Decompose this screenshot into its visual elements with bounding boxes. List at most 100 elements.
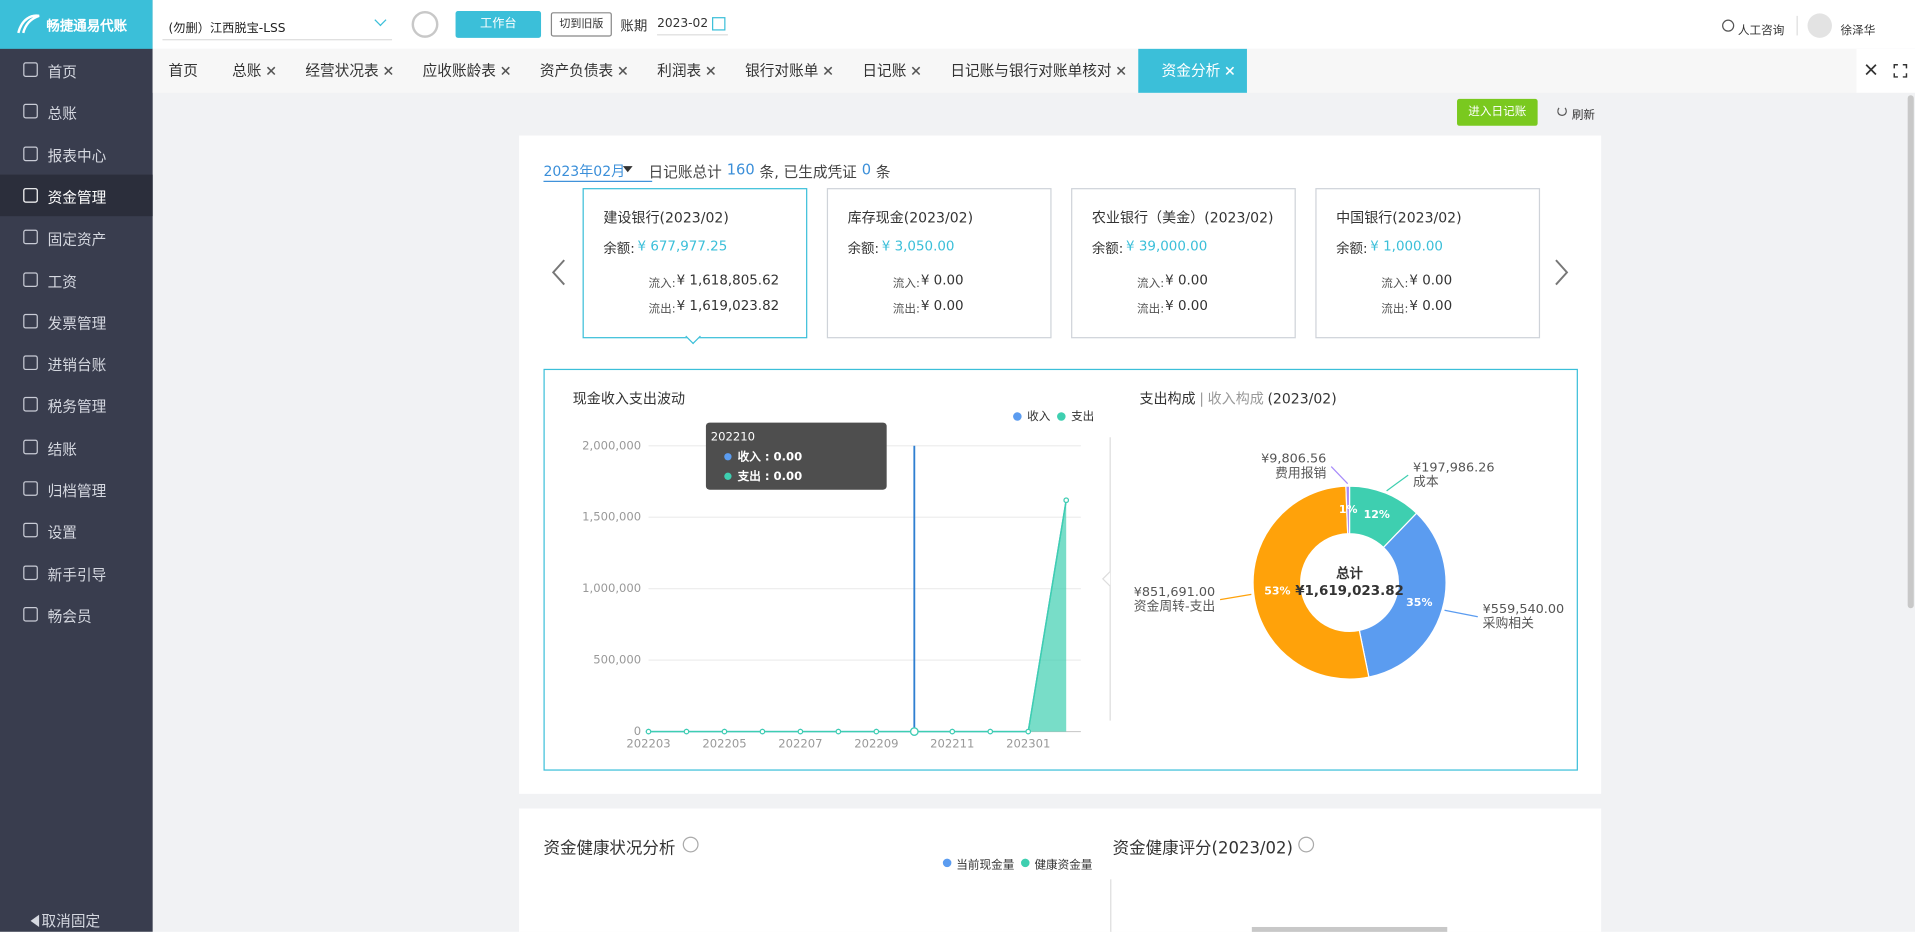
footer-arrow — [30, 914, 40, 927]
sidebar-icon — [23, 606, 38, 622]
period-value[interactable]: 2023-02 — [657, 17, 728, 36]
legend-dot — [1021, 858, 1030, 868]
account-card[interactable]: 农业银行（美金）(2023/02) 余额: ¥ 39,000.00 流入: ¥ 0.00… — [1071, 188, 1296, 339]
account-card[interactable]: 中国银行(2023/02) 余额: ¥ 1,000.00 流入: ¥ 0.00 流出: ¥ … — [1315, 188, 1541, 339]
tab-close[interactable] — [501, 66, 511, 76]
support-icon — [1722, 19, 1735, 32]
tab[interactable]: 经营状况表 — [288, 49, 405, 93]
inflow-value: ¥ 0.00 — [1165, 272, 1208, 289]
tab-label: 首页 — [168, 62, 198, 80]
tab-label: 银行对账单 — [745, 62, 819, 80]
outflow-label: 流出: — [1381, 302, 1409, 317]
sidebar-label: 结账 — [47, 440, 77, 458]
month-select[interactable]: 2023年02月 — [543, 161, 653, 182]
tab-close[interactable] — [1116, 66, 1126, 76]
sidebar-item[interactable]: 总账 — [0, 91, 153, 133]
inflow-value: ¥ 1,618,805.62 — [676, 272, 780, 289]
enter-journal-button[interactable]: 进入日记账 — [1457, 98, 1538, 126]
sidebar-item[interactable]: 资金管理 — [0, 174, 153, 217]
sidebar-label: 设置 — [47, 524, 77, 542]
sidebar-label: 资金管理 — [47, 189, 107, 207]
round-icon — [411, 10, 439, 38]
tab-close[interactable] — [1225, 66, 1235, 76]
sidebar-label: 进销台账 — [47, 356, 107, 374]
carousel-arrows[interactable] — [537, 244, 1587, 354]
tab-label: 资金分析 — [1161, 62, 1221, 80]
sidebar-item[interactable]: 新手引导 — [0, 552, 153, 594]
outflow-value: ¥ 0.00 — [1409, 297, 1453, 314]
sidebar-label: 首页 — [47, 63, 77, 81]
tab-close[interactable] — [266, 66, 276, 76]
balance-label: 余额: — [847, 240, 879, 257]
tab[interactable]: 资金分析 — [1138, 48, 1248, 93]
sidebar-footer[interactable]: 取消固定 — [41, 912, 101, 930]
switch-button[interactable]: 切到旧版 — [550, 12, 612, 37]
sidebar-item[interactable]: 固定资产 — [0, 216, 153, 258]
score-bar — [1251, 926, 1448, 932]
sidebar-icon — [23, 146, 38, 161]
support-link[interactable]: 人工咨询 — [1737, 24, 1785, 38]
sidebar-item[interactable]: 设置 — [0, 510, 153, 552]
sidebar-item[interactable]: 结账 — [0, 426, 153, 468]
tab[interactable]: 日记账 — [845, 49, 933, 93]
balance-value: ¥ 39,000.00 — [1126, 238, 1208, 255]
sidebar-item[interactable]: 进销台账 — [0, 342, 153, 384]
sidebar — [0, 0, 153, 932]
sidebar-icon — [23, 313, 38, 329]
tab[interactable]: 利润表 — [640, 49, 728, 93]
account-name: 农业银行（美金）(2023/02) — [1091, 208, 1274, 226]
inflow-label: 流入: — [1381, 277, 1409, 291]
legend-dot — [942, 858, 952, 868]
tab-close[interactable] — [706, 66, 716, 76]
fullscreen — [1893, 63, 1908, 78]
tab-close[interactable] — [823, 66, 833, 76]
sidebar-item[interactable]: 畅会员 — [0, 593, 153, 635]
sidebar-item[interactable]: 工资 — [0, 258, 153, 300]
tab-close[interactable] — [911, 66, 921, 76]
sidebar-icon — [23, 481, 38, 496]
summary-vouchers: 0 — [861, 161, 872, 179]
tools-bg — [1856, 48, 1915, 93]
summary-entries: 160 — [726, 161, 755, 179]
tab[interactable]: 日记账与银行对账单核对 — [933, 49, 1138, 93]
account-card[interactable]: 建设银行(2023/02) 余额: ¥ 677,977.25 流入: ¥ 1,618,8… — [582, 188, 808, 339]
workbench-button[interactable]: 工作台 — [455, 10, 542, 38]
balance-label: 余额: — [603, 240, 635, 257]
tab[interactable]: 资产负债表 — [523, 49, 640, 93]
tab[interactable]: 总账 — [215, 49, 288, 93]
tab[interactable]: 应收账龄表 — [406, 49, 523, 93]
month-caret — [622, 166, 633, 173]
refresh-button[interactable]: 刷新 — [1571, 108, 1596, 123]
tab-close[interactable] — [618, 66, 628, 76]
sidebar-item[interactable]: 税务管理 — [0, 384, 153, 426]
calendar-icon — [712, 17, 726, 31]
sidebar-item[interactable]: 发票管理 — [0, 300, 153, 342]
sidebar-label: 税务管理 — [47, 398, 107, 416]
close-x — [911, 66, 921, 76]
outflow-label: 流出: — [1137, 302, 1165, 317]
tab[interactable]: 首页 — [153, 49, 215, 93]
tab[interactable]: 银行对账单 — [728, 49, 845, 93]
inflow-label: 流入: — [892, 277, 920, 291]
close-x — [706, 66, 716, 76]
account-card[interactable]: 库存现金(2023/02) 余额: ¥ 3,050.00 流入: ¥ 0.00 流出: ¥ … — [826, 188, 1052, 339]
close-x — [501, 66, 510, 76]
tab-label: 日记账 — [862, 62, 907, 80]
chart-box — [543, 368, 1578, 771]
user-name[interactable]: 徐泽华 — [1840, 24, 1876, 38]
company-select[interactable] — [162, 12, 393, 41]
sidebar-label: 发票管理 — [47, 314, 107, 332]
tab-tools[interactable] — [1856, 48, 1915, 93]
logo-swoosh — [17, 14, 40, 34]
tab-label: 利润表 — [657, 62, 702, 80]
tab-close[interactable] — [384, 66, 394, 76]
sidebar-label: 总账 — [47, 105, 77, 123]
avatar — [1807, 13, 1832, 38]
sidebar-item[interactable]: 首页 — [0, 49, 153, 91]
summary-middle: 条, 已生成凭证 — [759, 163, 857, 181]
sidebar-item[interactable]: 归档管理 — [0, 468, 153, 510]
divider — [1796, 15, 1798, 36]
sidebar-item[interactable]: 报表中心 — [0, 133, 153, 175]
sidebar-icon — [23, 397, 38, 413]
